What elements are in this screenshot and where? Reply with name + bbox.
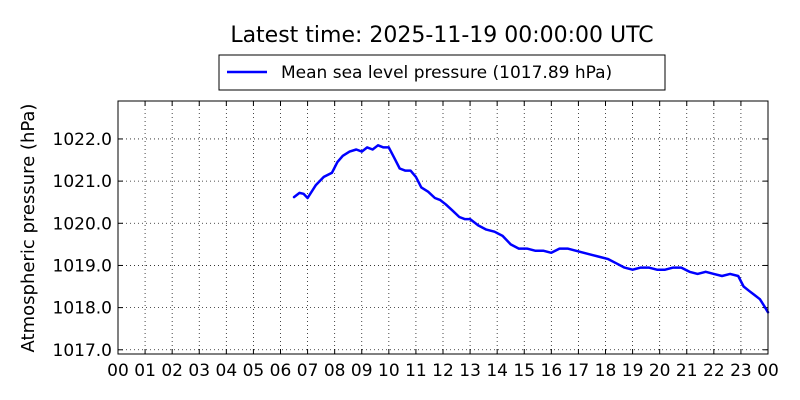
y-tick-label: 1018.0 <box>53 299 112 319</box>
y-axis-label: Atmospheric pressure (hPa) <box>18 104 39 353</box>
y-tick-label: 1019.0 <box>53 256 112 276</box>
x-tick-label: 00 <box>107 361 129 381</box>
x-tick-label: 13 <box>459 361 481 381</box>
x-tick-label: 22 <box>703 361 725 381</box>
legend-box <box>218 54 666 91</box>
x-tick-label: 20 <box>649 361 671 381</box>
y-axis-ticks: 1017.0 1018.0 1019.0 1020.0 1021.0 1022.0 <box>53 130 768 361</box>
x-tick-label: 04 <box>216 361 238 381</box>
x-tick-label: 16 <box>541 361 563 381</box>
series-layer <box>292 144 770 314</box>
x-tick-label: 18 <box>595 361 617 381</box>
x-tick-label: 08 <box>324 361 346 381</box>
y-tick-label: 1017.0 <box>53 341 112 361</box>
series-line-mslp <box>292 144 770 314</box>
x-tick-label: 11 <box>405 361 427 381</box>
x-tick-label: 19 <box>622 361 644 381</box>
x-tick-label: 05 <box>243 361 265 381</box>
x-tick-label: 01 <box>134 361 156 381</box>
x-tick-label: 23 <box>730 361 752 381</box>
y-tick-label: 1021.0 <box>53 172 112 192</box>
x-tick-label: 17 <box>568 361 590 381</box>
x-axis-ticks: 00 01 02 03 04 05 06 07 08 09 10 11 12 13 14 15 16 17 18 19… <box>107 101 779 381</box>
x-tick-label: 21 <box>676 361 698 381</box>
x-tick-label: 06 <box>270 361 292 381</box>
legend-label: Mean sea level pressure (1017.89 hPa) <box>281 63 612 83</box>
x-tick-label: 02 <box>161 361 183 381</box>
x-tick-label: 03 <box>188 361 210 381</box>
grid <box>118 101 768 354</box>
x-tick-label: 07 <box>297 361 319 381</box>
legend: Mean sea level pressure (1017.89 hPa) <box>218 54 666 91</box>
x-tick-label: 14 <box>486 361 508 381</box>
x-tick-label: 09 <box>351 361 373 381</box>
x-tick-label: 10 <box>378 361 400 381</box>
y-tick-label: 1022.0 <box>53 130 112 150</box>
x-tick-label: 00 <box>757 361 779 381</box>
y-tick-label: 1020.0 <box>53 214 112 234</box>
x-tick-label: 15 <box>513 361 535 381</box>
plot-frame <box>117 100 769 355</box>
x-tick-label: 12 <box>432 361 454 381</box>
chart-title: Latest time: 2025-11-19 00:00:00 UTC <box>230 23 653 48</box>
